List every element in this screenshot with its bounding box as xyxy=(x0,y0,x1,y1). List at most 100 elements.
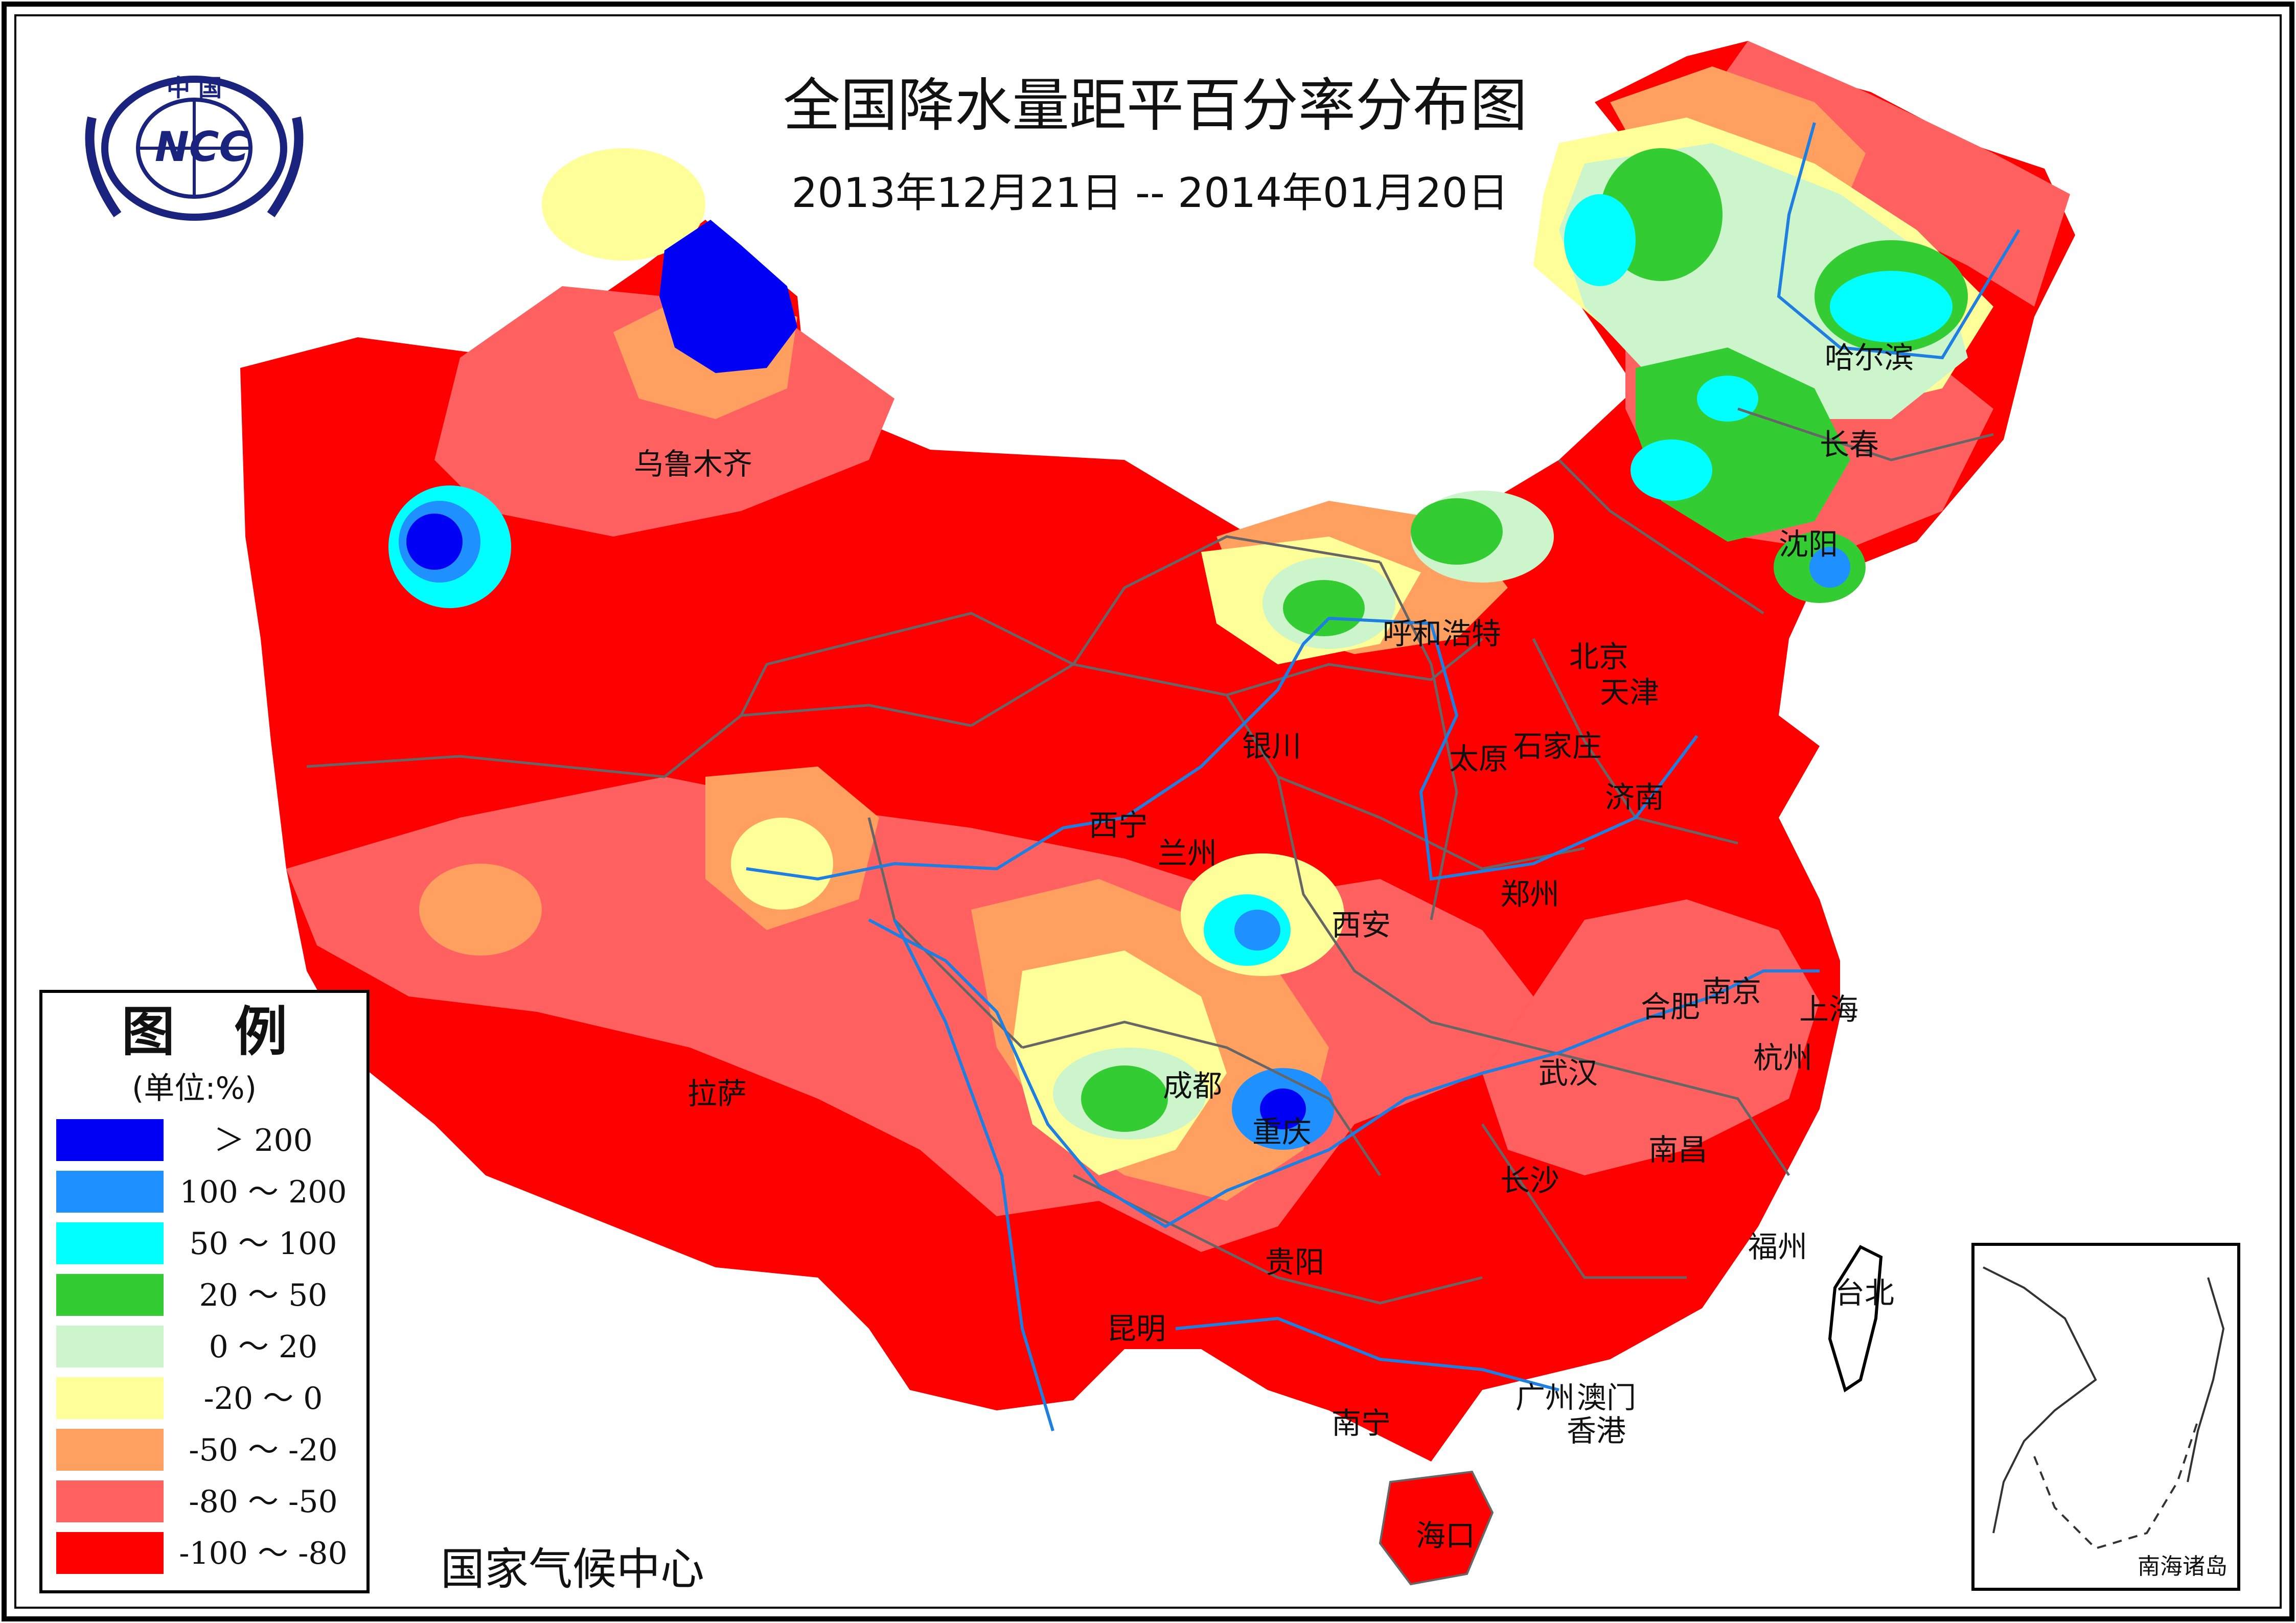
city-label: 呼和浩特 xyxy=(1383,616,1501,651)
legend-title: 图 例 xyxy=(122,1001,308,1063)
legend-label: -50 ～ -20 xyxy=(189,1432,337,1468)
city-label: 成都 xyxy=(1163,1069,1222,1103)
rivers xyxy=(746,122,2021,1431)
ncc-logo: 中 国 NCC xyxy=(85,74,304,221)
city-label: 长春 xyxy=(1820,427,1879,462)
region-20-50-e xyxy=(1411,498,1503,565)
city-label: 上海 xyxy=(1799,992,1858,1027)
region-50-100-d xyxy=(1564,194,1636,286)
city-label: 石家庄 xyxy=(1513,729,1602,763)
legend-label: 20 ～ 50 xyxy=(199,1278,328,1313)
city-label: 香港 xyxy=(1567,1413,1626,1448)
region-50-100-c xyxy=(1697,376,1758,422)
region-m80-m50-b xyxy=(1482,899,1820,1175)
legend-label: ＞ 200 xyxy=(214,1123,313,1158)
city-label: 昆明 xyxy=(1107,1311,1166,1346)
pearl-river xyxy=(1175,1316,1559,1392)
region-100-200-d xyxy=(1234,910,1280,950)
inset-coastline-b xyxy=(2187,1277,2225,1482)
city-label: 重庆 xyxy=(1252,1115,1312,1149)
legend-label: 100 ～ 200 xyxy=(179,1174,347,1210)
province-borders xyxy=(306,407,1994,1305)
legend-swatch xyxy=(56,1326,164,1367)
city-label: 郑州 xyxy=(1500,877,1559,912)
region-50-100-b xyxy=(1631,439,1712,501)
credit-text: 国家气候中心 xyxy=(441,1544,704,1595)
nu-river xyxy=(893,919,1054,1431)
city-label: 乌鲁木齐 xyxy=(634,447,752,481)
city-label: 北京 xyxy=(1569,639,1628,674)
map-subtitle: 2013年12月21日 -- 2014年01月20日 xyxy=(792,169,1509,217)
inner-frame xyxy=(14,14,2282,1609)
legend-label: 0 ～ 20 xyxy=(209,1329,318,1365)
city-label: 南京 xyxy=(1702,974,1761,1009)
south-china-sea-inset: 南海诸岛 xyxy=(1971,1243,2240,1591)
legend-swatch xyxy=(56,1222,164,1264)
city-label: 兰州 xyxy=(1158,836,1217,871)
legend-swatch xyxy=(56,1119,164,1161)
inset-coastline xyxy=(1983,1266,2097,1534)
legend-label: 50 ～ 100 xyxy=(189,1226,337,1262)
logo-top-text: 中 国 xyxy=(167,74,222,102)
city-label: 西宁 xyxy=(1089,808,1148,843)
region-m20-0-e xyxy=(542,148,705,261)
yellow-river xyxy=(746,616,1698,881)
region-20-50-f xyxy=(1081,1065,1168,1132)
legend-unit: (单位:%) xyxy=(132,1071,257,1106)
logo-center-text: NCC xyxy=(155,123,249,171)
city-label: 台北 xyxy=(1835,1276,1894,1310)
city-label: 澳门 xyxy=(1577,1380,1636,1415)
region-50-100-a xyxy=(1830,271,1953,342)
map-title: 全国降水量距平百分率分布图 xyxy=(783,73,1527,139)
city-label: 哈尔滨 xyxy=(1825,340,1914,375)
inset-label: 南海诸岛 xyxy=(2138,1554,2228,1580)
region-m20-0-d xyxy=(731,818,833,910)
city-label: 拉萨 xyxy=(687,1076,747,1111)
city-label: 济南 xyxy=(1605,780,1664,815)
legend-label: -80 ～ -50 xyxy=(189,1484,337,1520)
city-label: 太原 xyxy=(1449,741,1508,776)
legend-swatch xyxy=(56,1532,164,1574)
city-label: 合肥 xyxy=(1641,989,1700,1024)
city-label: 南昌 xyxy=(1648,1132,1708,1167)
city-label: 贵阳 xyxy=(1265,1245,1324,1280)
region-m50-m20-f xyxy=(419,864,542,956)
city-label: 广州 xyxy=(1516,1380,1575,1415)
city-label: 福州 xyxy=(1748,1230,1807,1264)
city-label: 西安 xyxy=(1331,908,1391,942)
songhua-river xyxy=(1777,122,2021,360)
city-label: 杭州 xyxy=(1753,1040,1812,1075)
map-layer xyxy=(240,41,2075,1586)
region-gt200-b xyxy=(406,514,463,570)
city-label: 南宁 xyxy=(1331,1406,1391,1441)
region-gt200-a xyxy=(659,220,797,373)
legend: 图 例 (单位:%) ＞ 200 100 ～ 200 50 ～ 100 20 ～ 50… xyxy=(39,990,370,1593)
city-label: 天津 xyxy=(1600,675,1659,710)
yangtze-river xyxy=(868,918,1820,1228)
region-gt200-c xyxy=(1260,1088,1306,1129)
region-20-50-d xyxy=(1283,580,1365,636)
legend-swatch xyxy=(56,1274,164,1316)
laurel-right-icon xyxy=(267,117,304,218)
logo-globe xyxy=(101,76,287,221)
region-100-200-c xyxy=(1809,547,1850,588)
city-label: 长沙 xyxy=(1500,1163,1559,1198)
legend-items: ＞ 200 100 ～ 200 50 ～ 100 20 ～ 50 0 ～ 20 -20 ～… xyxy=(56,1119,348,1574)
legend-swatch xyxy=(56,1171,164,1213)
city-label: 沈阳 xyxy=(1779,527,1838,562)
city-label: 海口 xyxy=(1416,1518,1475,1553)
legend-label: -20 ～ 0 xyxy=(204,1381,323,1417)
city-labels: 乌鲁木齐 哈尔滨 长春 沈阳 呼和浩特 北京 天津 银川 太原 石家庄 济南 西… xyxy=(634,340,1914,1553)
legend-swatch xyxy=(56,1480,164,1522)
inset-dashed-line xyxy=(2033,1420,2199,1550)
city-label: 武汉 xyxy=(1539,1056,1598,1091)
hainan-island xyxy=(1379,1470,1494,1586)
legend-label: -100 ～ -80 xyxy=(179,1536,348,1571)
legend-swatch xyxy=(56,1377,164,1419)
laurel-left-icon xyxy=(85,117,122,218)
taiwan-island xyxy=(1828,1245,1883,1393)
inset-frame xyxy=(1971,1243,2240,1591)
city-label: 银川 xyxy=(1242,729,1301,763)
